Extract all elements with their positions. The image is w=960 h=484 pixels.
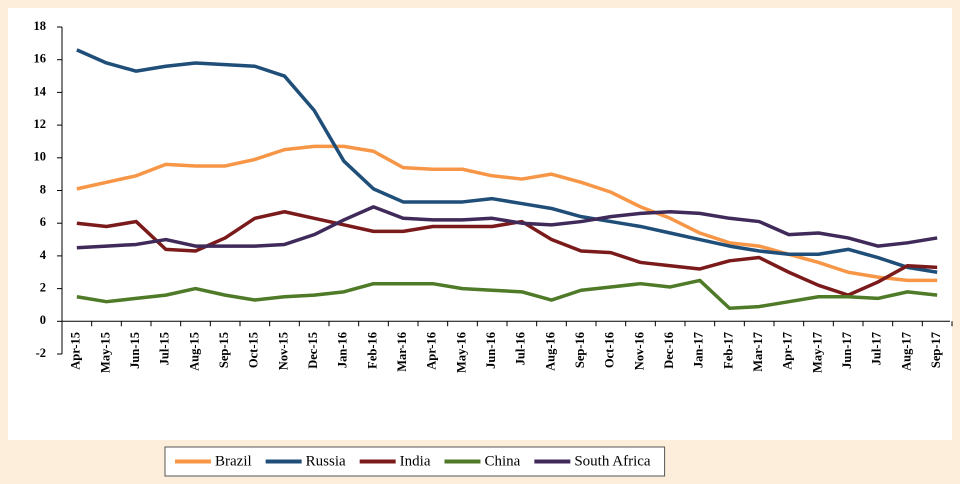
x-tick-label: Sep-15 bbox=[217, 332, 231, 368]
y-tick-label: 18 bbox=[34, 19, 47, 33]
x-tick-label: Dec-15 bbox=[306, 332, 320, 369]
chart-area bbox=[8, 8, 952, 440]
y-tick-label: 12 bbox=[34, 117, 47, 131]
y-tick-label: 2 bbox=[40, 280, 46, 294]
x-tick-label: Jan-16 bbox=[336, 332, 350, 368]
x-tick-label: Nov-15 bbox=[276, 332, 290, 370]
x-tick-label: Jun-15 bbox=[128, 332, 142, 369]
x-tick-label: Dec-16 bbox=[662, 332, 676, 369]
x-tick-label: Nov-16 bbox=[632, 332, 646, 370]
legend-box bbox=[164, 446, 666, 477]
x-tick-label: Apr-16 bbox=[425, 332, 439, 370]
legend-label: Russia bbox=[306, 453, 346, 469]
x-tick-label: Jul-16 bbox=[514, 332, 528, 365]
y-tick-label: -2 bbox=[36, 346, 46, 360]
legend: Brazil Russia India China South Africa bbox=[164, 446, 666, 477]
x-tick-label: Jan-17 bbox=[692, 332, 706, 368]
x-tick-label: Jul-17 bbox=[870, 332, 884, 365]
x-tick-label: Mar-17 bbox=[751, 332, 765, 372]
x-tick-label: Apr-17 bbox=[781, 332, 795, 370]
x-tick-label: May-16 bbox=[454, 332, 468, 373]
x-tick-label: Feb-17 bbox=[721, 332, 735, 369]
y-tick-label: 8 bbox=[40, 182, 46, 196]
series-line bbox=[76, 205, 938, 250]
y-tick-label: 10 bbox=[34, 150, 47, 164]
x-tick-label: Sep-17 bbox=[929, 332, 943, 368]
x-tick-label: Jul-15 bbox=[158, 332, 172, 365]
series-line bbox=[76, 48, 938, 274]
x-tick-label: Mar-16 bbox=[395, 332, 409, 372]
x-tick-label: Jun-17 bbox=[840, 332, 854, 369]
x-tick-label: Jun-16 bbox=[484, 332, 498, 369]
legend-label: China bbox=[485, 453, 521, 469]
series-line bbox=[76, 210, 938, 297]
x-tick-label: Oct-16 bbox=[603, 332, 617, 368]
x-tick-label: May-15 bbox=[98, 332, 112, 373]
legend-label: South Africa bbox=[574, 453, 651, 469]
legend-label: India bbox=[400, 453, 431, 469]
x-tick-label: May-17 bbox=[810, 332, 824, 373]
legend-label: Brazil bbox=[215, 453, 252, 469]
x-tick-label: Feb-16 bbox=[365, 332, 379, 369]
x-tick-label: Aug-17 bbox=[899, 332, 913, 371]
series-line bbox=[76, 278, 938, 310]
y-tick-label: 6 bbox=[40, 215, 46, 229]
x-tick-label: Aug-15 bbox=[187, 332, 201, 371]
x-tick-label: Oct-15 bbox=[247, 332, 261, 368]
y-tick-label: 4 bbox=[40, 248, 47, 262]
x-tick-label: Sep-16 bbox=[573, 332, 587, 368]
y-tick-label: 0 bbox=[40, 313, 46, 327]
y-tick-label: 16 bbox=[34, 52, 47, 66]
x-tick-label: Apr-15 bbox=[69, 332, 83, 370]
y-tick-label: 14 bbox=[34, 84, 47, 98]
x-tick-label: Aug-16 bbox=[543, 332, 557, 371]
